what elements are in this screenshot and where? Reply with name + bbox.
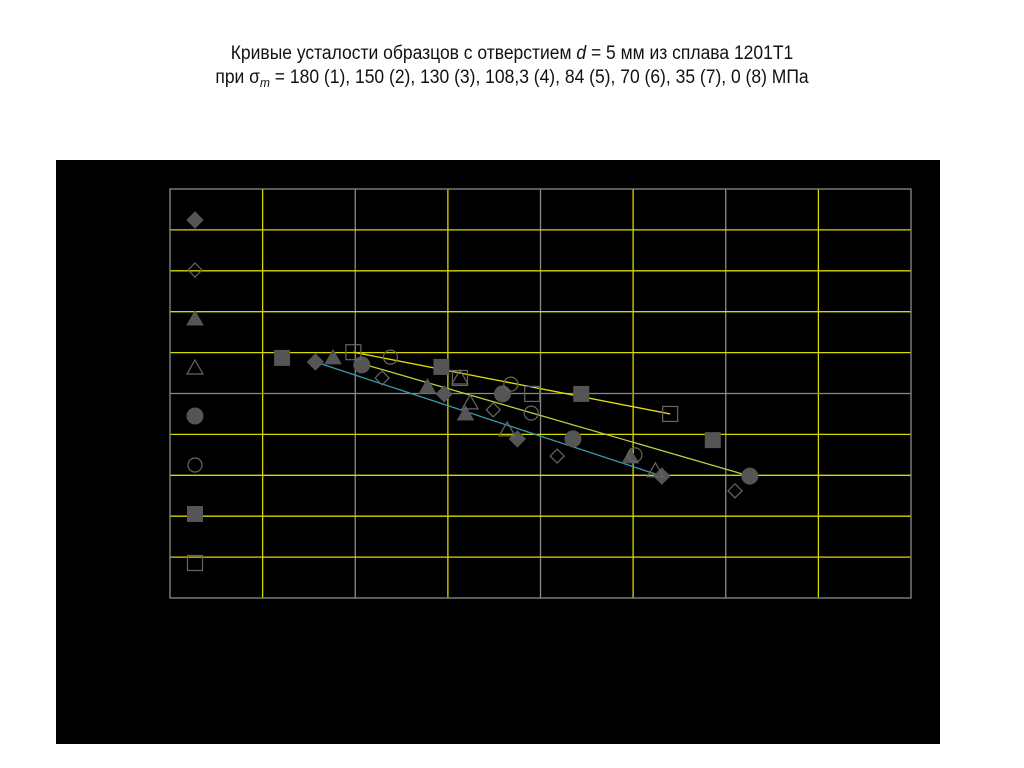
legend-marker-4	[185, 358, 205, 375]
title-text: = 180 (1), 150 (2), 130 (3), 108,3 (4), …	[269, 67, 809, 88]
data-point-series-7	[704, 432, 721, 449]
chart-panel	[56, 160, 940, 744]
data-point-series-7	[573, 385, 590, 402]
fit-line	[315, 361, 663, 477]
fit-line	[361, 363, 751, 477]
title-variable-d: d	[576, 43, 587, 64]
title-subscript: m	[259, 75, 270, 90]
data-point-series-2	[727, 482, 743, 499]
data-point-series-8	[451, 369, 469, 387]
data-point-series-6	[382, 349, 399, 365]
data-point-series-3	[324, 348, 342, 365]
title-line-2: при σm = 180 (1), 150 (2), 130 (3), 108,…	[41, 66, 983, 90]
fit-line	[353, 351, 671, 415]
data-point-series-7	[433, 358, 450, 375]
data-point-series-8	[524, 385, 541, 403]
data-point-series-1	[435, 385, 453, 403]
data-point-series-2	[374, 370, 390, 386]
data-point-series-6	[523, 405, 539, 421]
data-point-series-2	[485, 402, 502, 418]
data-point-series-8	[345, 344, 362, 361]
legend-marker-8	[186, 554, 204, 572]
data-point-series-3	[418, 377, 437, 394]
plot-border	[169, 188, 912, 599]
data-point-series-8	[662, 405, 679, 423]
data-point-series-4	[646, 461, 665, 478]
data-point-series-6	[503, 376, 519, 392]
title-text: при σ	[215, 67, 260, 88]
title-text: Кривые усталости образцов с отверстием	[230, 43, 577, 64]
data-point-series-3	[621, 447, 640, 464]
data-point-series-7	[274, 349, 291, 366]
data-point-series-1	[508, 430, 527, 448]
data-point-series-4	[498, 420, 517, 437]
data-point-series-6	[627, 447, 643, 463]
data-point-series-5	[564, 430, 582, 448]
chart-svg	[169, 188, 912, 599]
legend-marker-6	[187, 457, 203, 473]
legend-marker-2	[187, 262, 203, 278]
legend-marker-7	[187, 506, 203, 522]
data-point-series-4	[461, 393, 480, 410]
data-point-series-1	[306, 353, 325, 371]
legend-marker-5	[186, 407, 204, 425]
data-point-series-5	[741, 467, 759, 485]
data-point-series-4	[450, 368, 469, 385]
data-point-series-3	[456, 404, 475, 421]
legend-marker-3	[186, 309, 204, 326]
data-point-series-5	[494, 385, 512, 403]
chart-title: Кривые усталости образцов с отверстием d…	[41, 42, 983, 90]
data-point-series-5	[353, 356, 371, 374]
data-point-series-1	[653, 467, 671, 485]
title-line-1: Кривые усталости образцов с отверстием d…	[41, 42, 983, 66]
legend-marker-1	[186, 211, 204, 229]
title-text: = 5 мм из сплава 1201Т1	[586, 43, 794, 64]
data-point-series-2	[549, 448, 566, 464]
